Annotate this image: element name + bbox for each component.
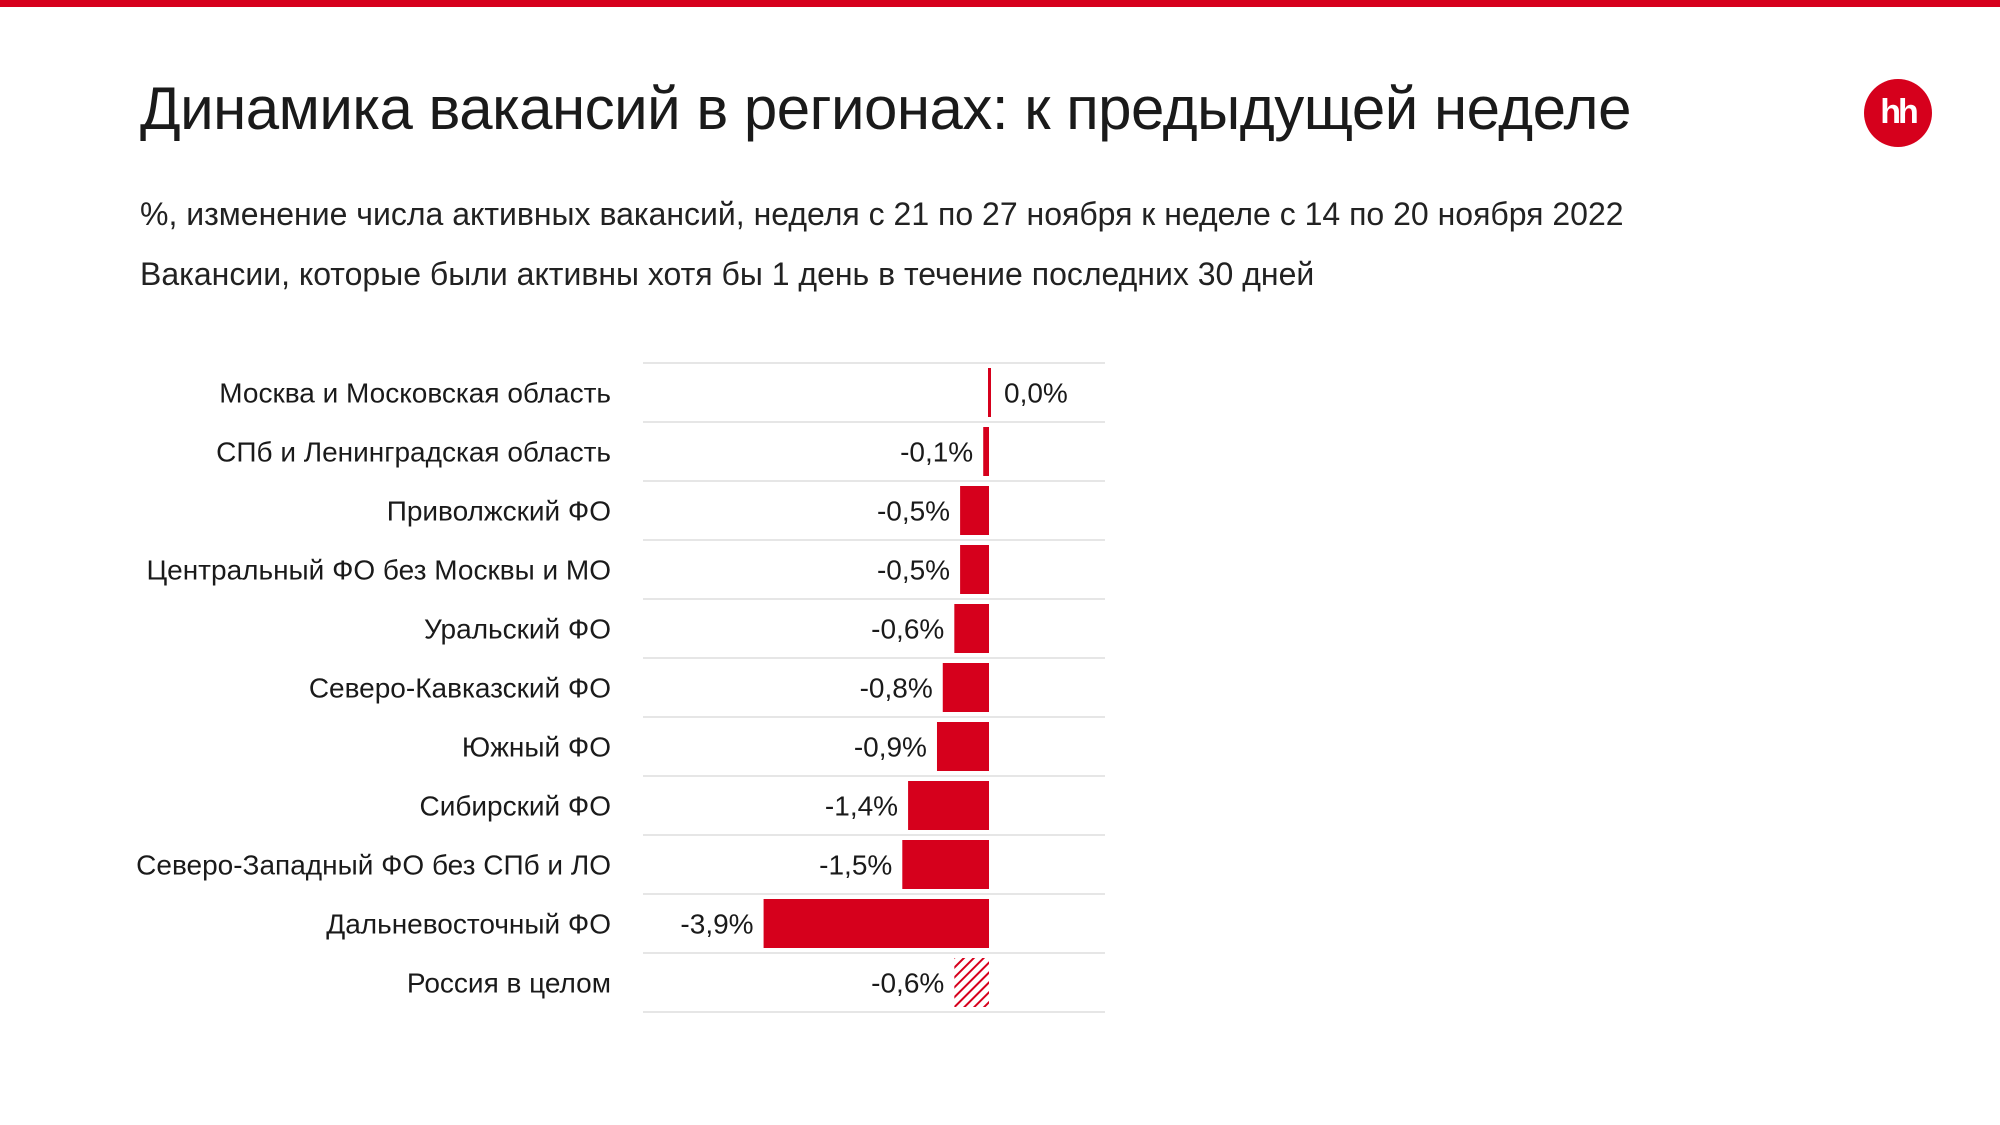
value-label: -1,5% (819, 850, 892, 881)
category-label: Сибирский ФО (420, 791, 612, 822)
value-label: -0,1% (900, 437, 973, 468)
bar (954, 604, 989, 653)
value-label: -0,9% (854, 732, 927, 763)
category-label: Центральный ФО без Москвы и МО (146, 555, 611, 586)
category-label: Северо-Западный ФО без СПб и ЛО (136, 850, 611, 881)
category-label: Уральский ФО (424, 614, 611, 645)
bar (936, 722, 989, 771)
bar (960, 486, 989, 535)
bar (983, 427, 989, 476)
top-accent-bar (0, 0, 2000, 7)
bar-hatched (954, 958, 989, 1007)
category-label: Северо-Кавказский ФО (309, 673, 611, 704)
bar (942, 663, 989, 712)
bar (902, 840, 989, 889)
bar (908, 781, 989, 830)
value-label: -0,6% (871, 968, 944, 999)
value-label: -0,5% (877, 496, 950, 527)
category-label: СПб и Ленинградская область (216, 437, 611, 468)
bar (763, 899, 989, 948)
category-label: Дальневосточный ФО (326, 909, 611, 940)
hh-logo: hh (1864, 79, 1932, 147)
value-label: -0,6% (871, 614, 944, 645)
value-label: -3,9% (680, 909, 753, 940)
chart-subtitle-note: Вакансии, которые были активны хотя бы 1… (140, 256, 1315, 292)
bar (988, 368, 991, 417)
chart-subtitle-units: %, изменение числа активных вакансий, не… (140, 196, 1624, 232)
value-label: -0,8% (860, 673, 933, 704)
category-label: Россия в целом (407, 968, 611, 999)
category-label: Москва и Московская область (219, 378, 611, 409)
bar (960, 545, 989, 594)
value-label: -1,4% (825, 791, 898, 822)
page-title: Динамика вакансий в регионах: к предыдущ… (140, 75, 1631, 142)
value-label: -0,5% (877, 555, 950, 586)
category-label: Южный ФО (462, 732, 611, 763)
category-label: Приволжский ФО (387, 496, 611, 527)
value-label: 0,0% (1004, 378, 1068, 409)
